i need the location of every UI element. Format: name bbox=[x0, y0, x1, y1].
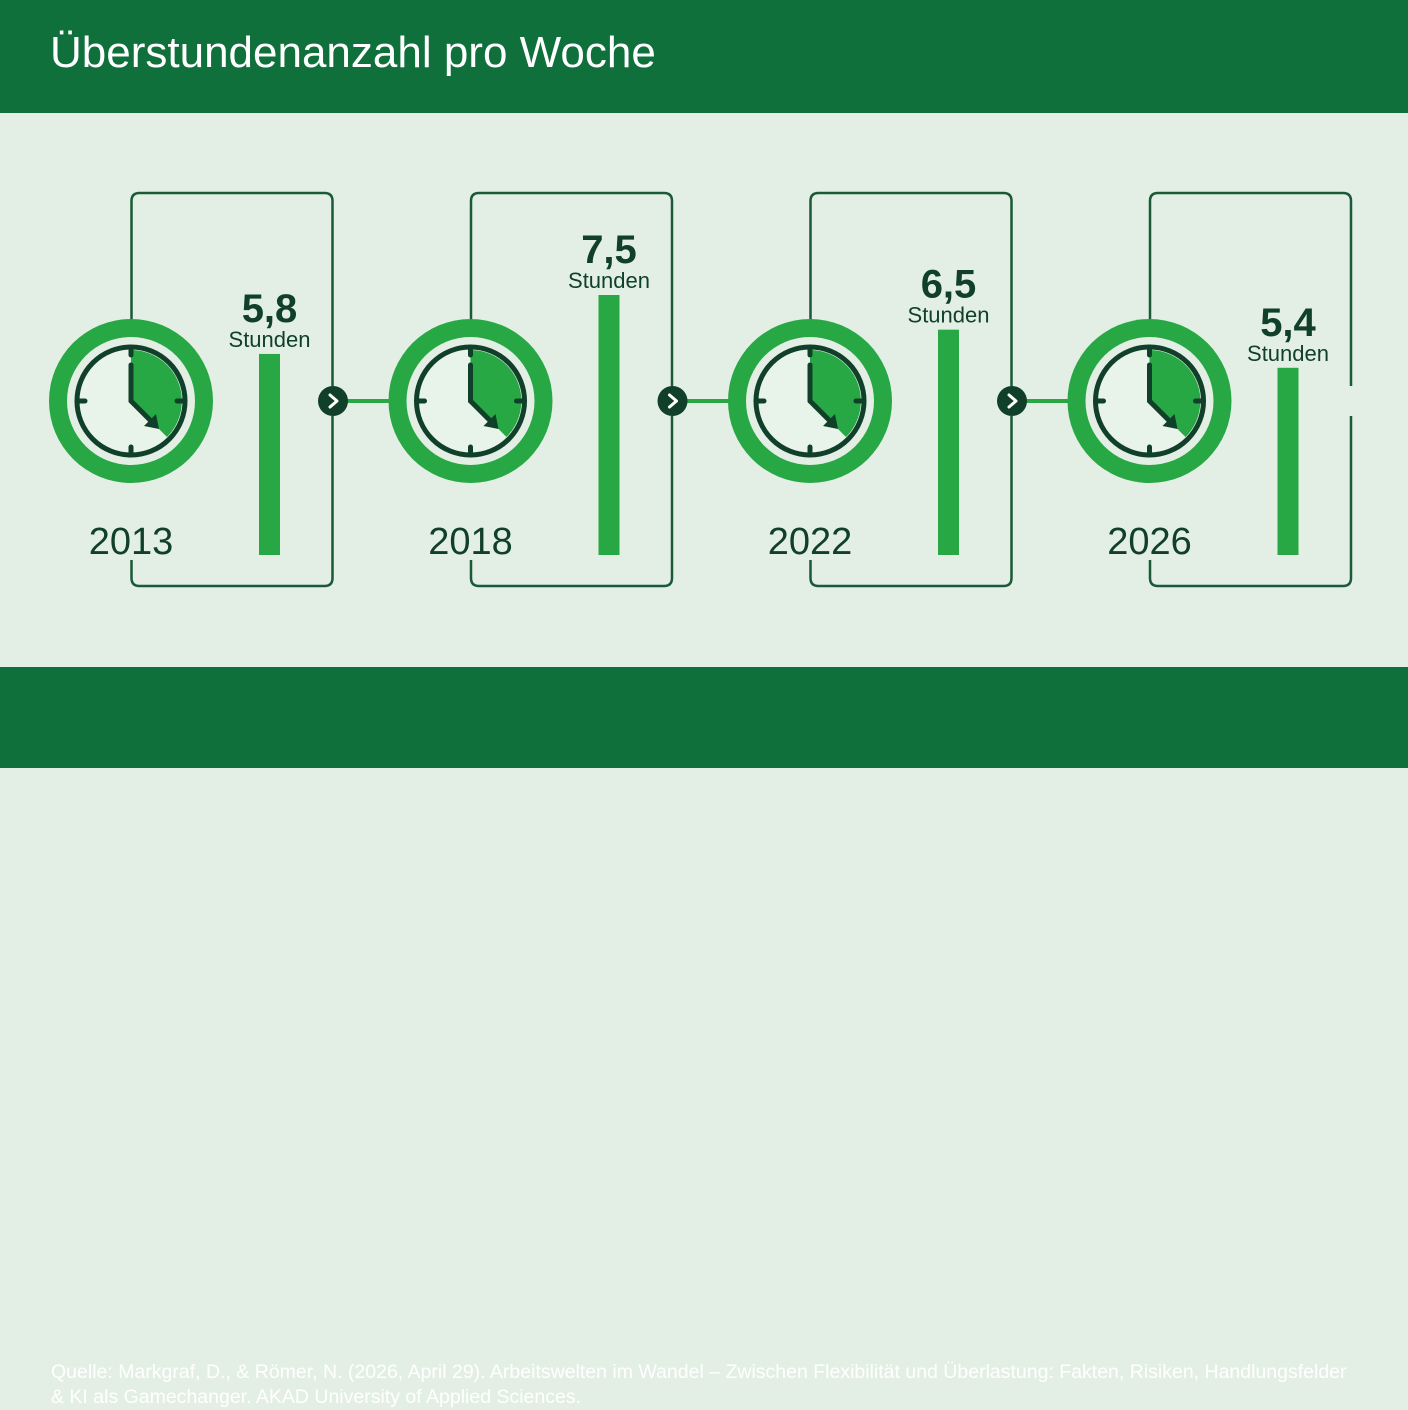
chevron-glyph bbox=[668, 393, 678, 409]
chevron-circle bbox=[997, 386, 1027, 416]
clock-hand-arrowhead bbox=[483, 414, 499, 429]
bar-2026 bbox=[1277, 367, 1299, 555]
clock-hand-minute bbox=[128, 398, 154, 424]
clock-hand-minute bbox=[807, 398, 833, 424]
value-label: 6,5 bbox=[921, 263, 977, 307]
value-label: 7,5 bbox=[581, 228, 637, 272]
clock-icon bbox=[388, 319, 553, 483]
period-frame bbox=[1148, 191, 1353, 588]
chevron-right-icon bbox=[997, 386, 1027, 416]
footer-banner: Quelle: Markgraf, D., & Römer, N. (2026,… bbox=[0, 667, 1408, 1408]
year-label: 2018 bbox=[428, 521, 513, 563]
clock-sector bbox=[1149, 350, 1201, 437]
unit-label: Stunden bbox=[568, 268, 650, 293]
bar-2018 bbox=[598, 295, 620, 555]
timeline-chart: 20135,8Stunden20187,5Stunden20226,5Stund… bbox=[49, 191, 1353, 588]
unit-label: Stunden bbox=[908, 303, 990, 328]
unit-label: Stunden bbox=[229, 327, 311, 352]
period-frame bbox=[469, 191, 674, 588]
clock-sector bbox=[470, 350, 522, 437]
clock-hand-minute bbox=[1147, 398, 1172, 424]
clock-hand-arrowhead bbox=[1162, 414, 1178, 429]
clock-icon bbox=[1067, 319, 1232, 483]
clock-sector bbox=[131, 350, 182, 437]
bar-2013 bbox=[259, 353, 280, 555]
clock-hand-arrowhead bbox=[823, 414, 838, 429]
year-label: 2013 bbox=[89, 521, 174, 563]
chevron-circle bbox=[657, 386, 688, 416]
clock-sector bbox=[810, 350, 861, 437]
value-label: 5,4 bbox=[1260, 301, 1316, 345]
chevron-glyph bbox=[328, 393, 339, 409]
unit-label: Stunden bbox=[1247, 341, 1329, 366]
chevron-glyph bbox=[1007, 393, 1018, 409]
clock-icon bbox=[728, 319, 892, 483]
value-label: 5,8 bbox=[242, 287, 298, 331]
year-label: 2026 bbox=[1107, 521, 1192, 563]
source-citation: Quelle: Markgraf, D., & Römer, N. (2026,… bbox=[51, 1361, 1347, 1408]
chevron-right-icon bbox=[318, 386, 348, 416]
period-frame bbox=[130, 191, 334, 588]
chevron-right-icon bbox=[657, 386, 688, 416]
period-frame bbox=[809, 191, 1013, 588]
clock-icon bbox=[49, 319, 213, 483]
clock-hand-minute bbox=[468, 398, 493, 424]
bar-2022 bbox=[938, 329, 959, 555]
year-label: 2022 bbox=[768, 521, 853, 563]
header-banner: Überstundenanzahl pro Woche bbox=[0, 0, 1408, 113]
clock-hand-arrowhead bbox=[144, 414, 159, 429]
chevron-circle bbox=[318, 386, 348, 416]
page-title: Überstundenanzahl pro Woche bbox=[50, 28, 656, 77]
